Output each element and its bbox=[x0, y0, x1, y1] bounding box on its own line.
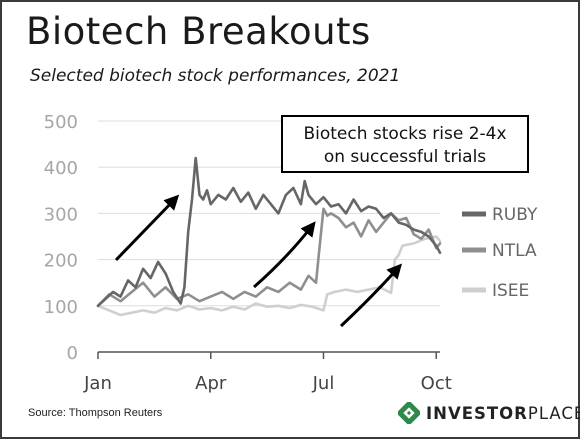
x-tick-label-2: Jul bbox=[312, 373, 335, 394]
annotation: Biotech stocks rise 2-4x on successful tr… bbox=[281, 115, 529, 173]
y-tick-label-500: 500 bbox=[44, 112, 78, 133]
source-note: Source: Thompson Reuters bbox=[28, 407, 163, 419]
annotation-arrow-2 bbox=[253, 221, 316, 289]
chart-title: Biotech Breakouts bbox=[26, 10, 371, 53]
series-lines bbox=[96, 156, 442, 317]
y-tick-label-200: 200 bbox=[44, 251, 78, 272]
series-line-isee bbox=[96, 235, 442, 317]
brand-name: INVESTORPLACE bbox=[426, 404, 580, 423]
chart-subtitle: Selected biotech stock performances, 202… bbox=[30, 66, 401, 86]
legend-label-isee: ISEE bbox=[492, 281, 529, 301]
x-tick-label-0: Jan bbox=[83, 373, 112, 394]
x-tick-label-1: Apr bbox=[195, 373, 227, 394]
y-tick-label-100: 100 bbox=[44, 297, 78, 318]
x-axis: Jan Apr Jul Oct bbox=[83, 351, 452, 394]
brand-name-strong: INVESTOR bbox=[426, 403, 528, 423]
annotation-box bbox=[281, 115, 529, 173]
brand-logo: INVESTORPLACE bbox=[396, 398, 580, 428]
legend-label-ntla: NTLA bbox=[492, 241, 537, 261]
y-axis-ticks: 0 100 200 300 400 500 bbox=[44, 112, 78, 364]
x-tick-label-3: Oct bbox=[421, 373, 452, 394]
y-tick-label-0: 0 bbox=[67, 343, 78, 364]
legend-label-ruby: RUBY bbox=[492, 205, 538, 225]
brand-name-rest: PLACE bbox=[527, 403, 580, 423]
annotation-arrows bbox=[114, 194, 403, 328]
investorplace-logo-icon bbox=[396, 400, 422, 426]
annotation-text-line-2: on successful trials bbox=[324, 147, 486, 167]
y-tick-label-400: 400 bbox=[44, 158, 78, 179]
annotation-text-line-1: Biotech stocks rise 2-4x bbox=[303, 124, 506, 144]
annotation-arrow-1 bbox=[114, 194, 180, 262]
legend: RUBY NTLA ISEE bbox=[462, 205, 538, 301]
annotation-arrow-3 bbox=[339, 263, 403, 328]
series-line-ruby bbox=[96, 156, 442, 308]
y-tick-label-300: 300 bbox=[44, 204, 78, 225]
